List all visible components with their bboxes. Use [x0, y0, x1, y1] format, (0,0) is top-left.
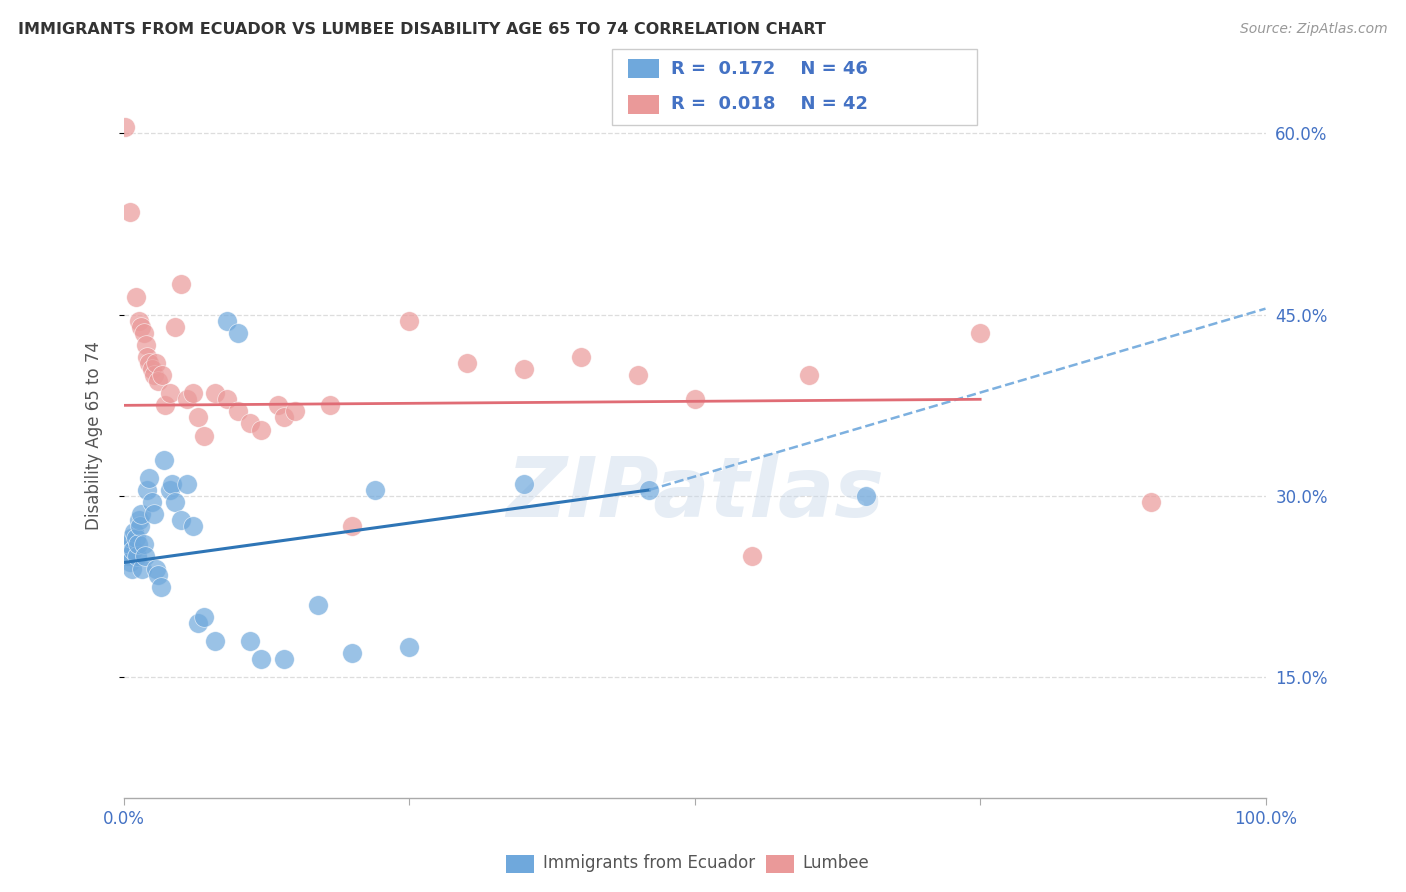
Point: [142, 507, 165, 521]
Point: [239, 417, 262, 431]
Point: [125, 549, 148, 564]
Point: [226, 326, 249, 340]
Point: [193, 428, 215, 442]
Y-axis label: Disability Age 65 to 74: Disability Age 65 to 74: [86, 341, 103, 530]
Point: [129, 319, 152, 334]
Point: [569, 350, 592, 364]
Point: [187, 410, 209, 425]
Point: [155, 398, 177, 412]
Point: [176, 392, 198, 407]
Point: [141, 362, 163, 376]
Point: [159, 483, 181, 497]
Point: [118, 537, 141, 551]
Point: [160, 476, 183, 491]
Point: [150, 368, 173, 383]
Point: [638, 483, 661, 497]
Point: [124, 531, 146, 545]
Point: [148, 374, 170, 388]
Point: [115, 543, 138, 558]
Point: [215, 314, 238, 328]
Point: [165, 495, 187, 509]
Point: [142, 368, 165, 383]
Point: [318, 398, 340, 412]
Point: [512, 476, 534, 491]
Point: [170, 513, 193, 527]
Point: [204, 386, 226, 401]
Point: [145, 561, 167, 575]
Point: [342, 519, 364, 533]
Point: [134, 549, 156, 564]
Point: [226, 404, 249, 418]
Point: [250, 652, 273, 666]
Point: [122, 543, 145, 558]
Point: [193, 610, 215, 624]
Point: [683, 392, 706, 407]
Point: [250, 423, 273, 437]
Point: [135, 338, 157, 352]
Point: [128, 314, 150, 328]
Point: [273, 652, 295, 666]
Point: [120, 531, 142, 545]
Text: Lumbee: Lumbee: [803, 855, 869, 872]
Point: [159, 386, 181, 401]
Point: [627, 368, 650, 383]
Point: [118, 205, 141, 219]
Point: [307, 598, 329, 612]
Point: [124, 289, 146, 303]
Point: [398, 640, 420, 654]
Point: [132, 537, 155, 551]
Point: [165, 319, 187, 334]
Point: [855, 489, 877, 503]
Point: [170, 277, 193, 292]
Point: [512, 362, 534, 376]
Point: [132, 326, 155, 340]
Point: [118, 556, 141, 570]
Point: [181, 519, 204, 533]
Point: [136, 483, 159, 497]
Point: [267, 398, 290, 412]
Point: [398, 314, 420, 328]
Point: [117, 549, 139, 564]
Point: [741, 549, 763, 564]
Point: [136, 350, 159, 364]
Point: [141, 495, 163, 509]
Text: IMMIGRANTS FROM ECUADOR VS LUMBEE DISABILITY AGE 65 TO 74 CORRELATION CHART: IMMIGRANTS FROM ECUADOR VS LUMBEE DISABI…: [18, 22, 827, 37]
Point: [456, 356, 478, 370]
Point: [969, 326, 991, 340]
Text: Immigrants from Ecuador: Immigrants from Ecuador: [543, 855, 755, 872]
Text: R =  0.172    N = 46: R = 0.172 N = 46: [671, 60, 868, 78]
Point: [131, 561, 153, 575]
Point: [1140, 495, 1163, 509]
Point: [364, 483, 387, 497]
Point: [342, 646, 364, 660]
Point: [176, 476, 198, 491]
Point: [128, 513, 150, 527]
Point: [239, 634, 262, 648]
Point: [797, 368, 820, 383]
Point: [187, 615, 209, 630]
Point: [215, 392, 238, 407]
Point: [138, 471, 160, 485]
Point: [127, 537, 149, 551]
Text: ZIPatlas: ZIPatlas: [506, 453, 884, 534]
Point: [114, 120, 136, 135]
Point: [129, 519, 152, 533]
Point: [148, 567, 170, 582]
Point: [138, 356, 160, 370]
Point: [204, 634, 226, 648]
Point: [145, 356, 167, 370]
Point: [273, 410, 295, 425]
Point: [284, 404, 307, 418]
Point: [181, 386, 204, 401]
Text: Source: ZipAtlas.com: Source: ZipAtlas.com: [1240, 22, 1388, 37]
Point: [124, 525, 146, 540]
Point: [153, 452, 176, 467]
Point: [121, 561, 143, 575]
Point: [149, 580, 172, 594]
Text: R =  0.018    N = 42: R = 0.018 N = 42: [671, 95, 868, 113]
Point: [129, 507, 152, 521]
